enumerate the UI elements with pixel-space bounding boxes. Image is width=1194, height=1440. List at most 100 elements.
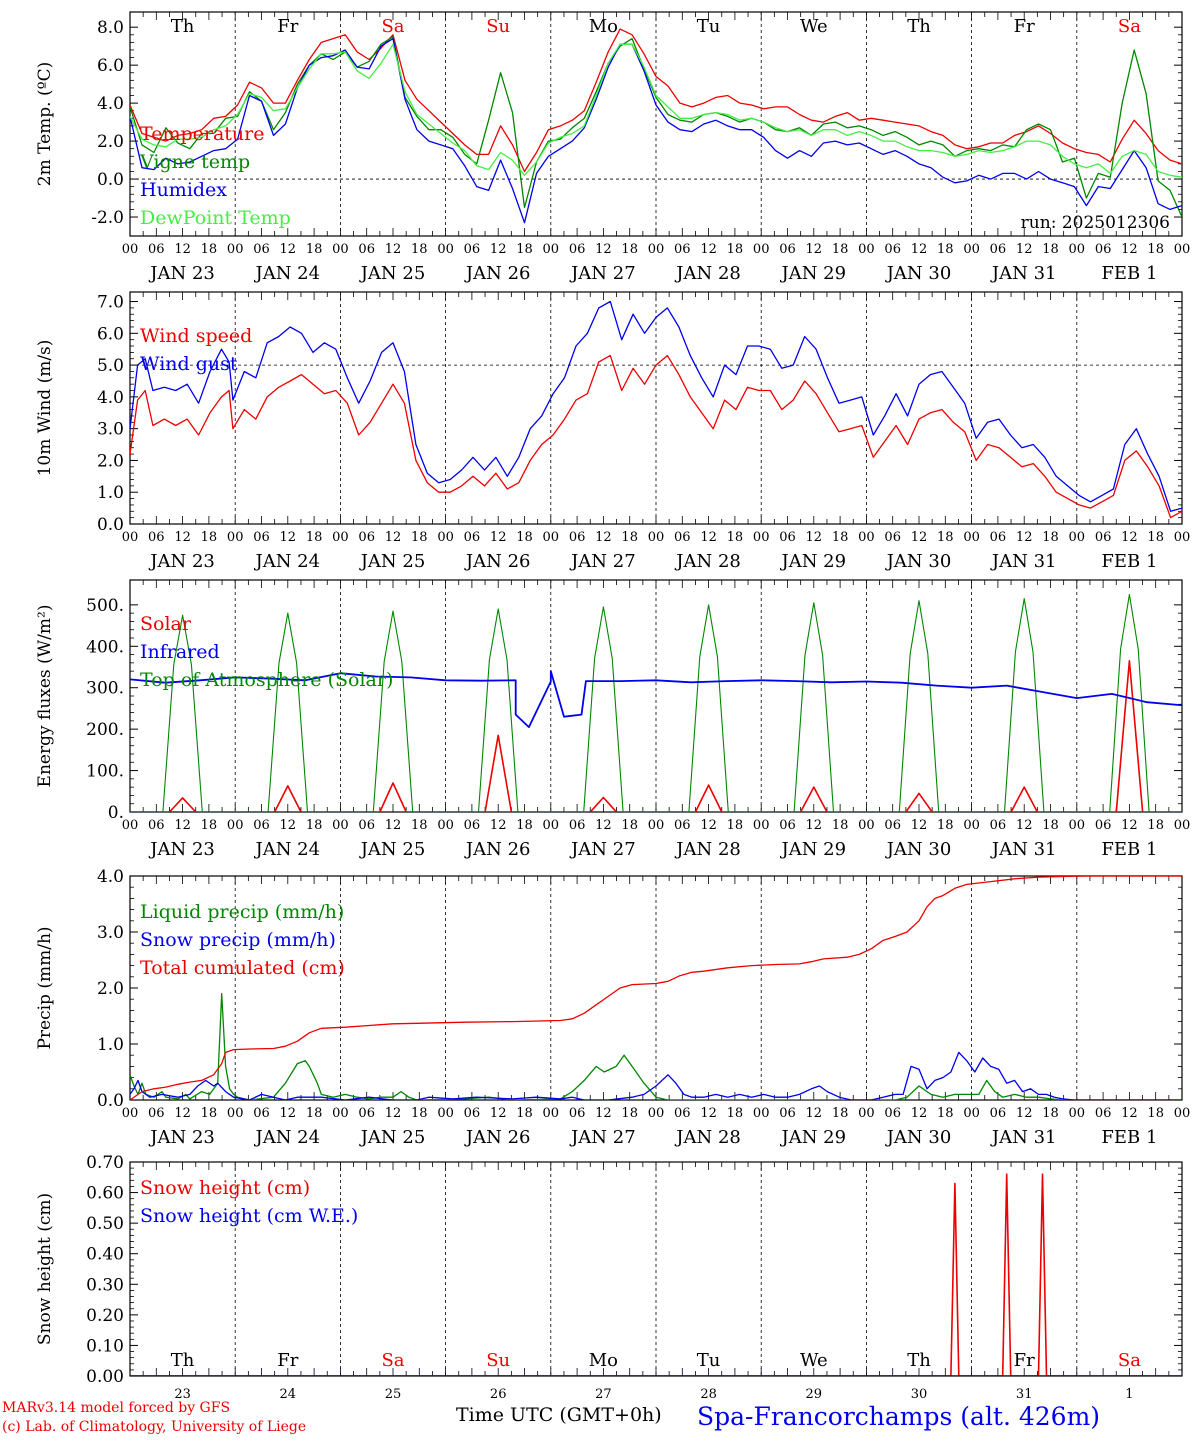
date-label: JAN 26: [464, 1127, 531, 1148]
date-label: JAN 25: [359, 839, 426, 860]
date-label: FEB 1: [1101, 551, 1157, 572]
day-number-label: 27: [595, 1387, 612, 1402]
y-tick-label: 0.60: [86, 1184, 124, 1204]
date-label: JAN 25: [359, 551, 426, 572]
day-number-label: 30: [911, 1387, 928, 1402]
hour-label: 12: [911, 1106, 928, 1121]
hour-label: 06: [358, 1106, 375, 1121]
hour-label: 00: [332, 818, 349, 833]
hour-label: 00: [648, 530, 665, 545]
hour-label: 12: [490, 530, 507, 545]
day-name-label: Th: [171, 1350, 195, 1371]
y-tick-label: 0.70: [86, 1153, 124, 1173]
hour-label: 18: [411, 818, 428, 833]
hour-label: 18: [306, 242, 323, 257]
hour-label: 18: [937, 1106, 954, 1121]
hour-label: 00: [753, 530, 770, 545]
hour-label: 12: [490, 818, 507, 833]
day-name-label: Fr: [277, 1350, 298, 1371]
hour-label: 00: [1174, 242, 1191, 257]
y-axis-title: Energy fluxes (W/m²): [35, 605, 55, 788]
y-tick-label: 100.: [86, 762, 124, 782]
hour-label: 18: [201, 818, 218, 833]
day-name-label: Su: [486, 1350, 510, 1371]
hour-label: 06: [1095, 530, 1112, 545]
hour-label: 06: [148, 1106, 165, 1121]
day-name-label: Tu: [697, 16, 721, 37]
y-tick-label: 400.: [86, 637, 124, 657]
hour-label: 00: [437, 242, 454, 257]
hour-label: 12: [174, 818, 191, 833]
hour-label: 06: [674, 1106, 691, 1121]
hour-label: 00: [437, 1106, 454, 1121]
y-tick-label: 5.0: [97, 356, 124, 376]
hour-label: 12: [280, 818, 297, 833]
time-axis-title: Time UTC (GMT+0h): [456, 1404, 662, 1426]
day-number-label: 29: [806, 1387, 823, 1402]
hour-label: 00: [227, 1106, 244, 1121]
day-name-label: Fr: [1014, 1350, 1035, 1371]
hour-label: 18: [411, 242, 428, 257]
y-tick-label: 2.0: [97, 979, 124, 999]
hour-label: 18: [1147, 818, 1164, 833]
day-name-label: Mo: [589, 16, 618, 37]
date-label: JAN 31: [990, 551, 1057, 572]
hour-label: 06: [253, 818, 270, 833]
y-tick-label: 500.: [86, 596, 124, 616]
hour-label: 00: [648, 242, 665, 257]
y-tick-label: 4.0: [97, 388, 124, 408]
hour-label: 12: [385, 818, 402, 833]
y-tick-label: -2.0: [91, 208, 124, 228]
hour-label: 00: [332, 242, 349, 257]
hour-label: 12: [806, 242, 823, 257]
date-label: JAN 30: [885, 1127, 952, 1148]
date-label: JAN 23: [148, 1127, 215, 1148]
hour-label: 18: [1042, 1106, 1059, 1121]
day-name-label: Fr: [1014, 16, 1035, 37]
hour-label: 06: [779, 242, 796, 257]
hour-label: 12: [1121, 242, 1138, 257]
hour-label: 12: [385, 1106, 402, 1121]
hour-label: 18: [516, 1106, 533, 1121]
date-label: JAN 24: [254, 839, 321, 860]
hour-label: 06: [148, 530, 165, 545]
day-name-label: We: [800, 16, 828, 37]
hour-label: 06: [779, 818, 796, 833]
hour-label: 06: [884, 818, 901, 833]
hour-label: 12: [280, 242, 297, 257]
hour-label: 12: [595, 1106, 612, 1121]
date-label: JAN 28: [674, 839, 741, 860]
day-name-label: Mo: [589, 1350, 618, 1371]
series-line-dewpoint-temp: [130, 43, 1182, 178]
hour-label: 06: [884, 1106, 901, 1121]
hour-label: 00: [122, 242, 139, 257]
date-label: JAN 31: [990, 839, 1057, 860]
legend-entry: Total cumulated (cm): [140, 957, 345, 979]
y-axis-title: 2m Temp. (ºC): [35, 62, 55, 187]
y-tick-label: 2.0: [97, 132, 124, 152]
date-label: FEB 1: [1101, 263, 1157, 284]
hour-label: 00: [543, 818, 560, 833]
hour-label: 00: [1174, 530, 1191, 545]
day-name-label: Sa: [1118, 1350, 1141, 1371]
y-tick-label: 0.40: [86, 1245, 124, 1265]
date-label: FEB 1: [1101, 1127, 1157, 1148]
y-tick-label: 1.0: [97, 1035, 124, 1055]
date-label: JAN 23: [148, 551, 215, 572]
hour-label: 06: [884, 530, 901, 545]
date-label: JAN 29: [780, 1127, 847, 1148]
infrared-line: [130, 670, 1182, 728]
day-name-label: Tu: [697, 1350, 721, 1371]
hour-label: 00: [1069, 242, 1086, 257]
hour-label: 00: [963, 242, 980, 257]
series-line-wind-gust: [130, 300, 1182, 512]
hour-label: 18: [621, 242, 638, 257]
hour-label: 12: [806, 1106, 823, 1121]
series-line-snow-precip-mm-h-: [130, 1051, 1182, 1100]
hour-label: 06: [1095, 818, 1112, 833]
hour-label: 12: [700, 530, 717, 545]
date-label: JAN 28: [674, 1127, 741, 1148]
date-label: JAN 30: [885, 839, 952, 860]
hour-label: 06: [464, 818, 481, 833]
